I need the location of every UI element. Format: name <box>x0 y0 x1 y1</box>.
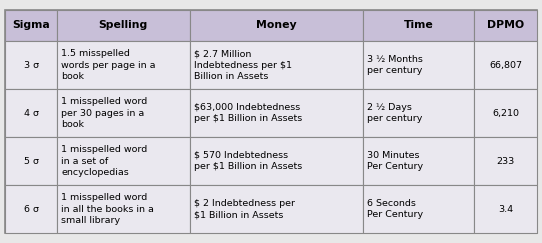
Text: 233: 233 <box>496 157 514 166</box>
Bar <box>474 10 537 41</box>
Text: 1 misspelled word
in all the books in a
small library: 1 misspelled word in all the books in a … <box>61 193 154 225</box>
Text: DPMO: DPMO <box>487 20 524 30</box>
Bar <box>474 137 537 185</box>
Bar <box>363 10 474 41</box>
Text: 1 misspelled word
per 30 pages in a
book: 1 misspelled word per 30 pages in a book <box>61 97 147 129</box>
Text: $ 2.7 Million
Indebtedness per $1
Billion in Assets: $ 2.7 Million Indebtedness per $1 Billio… <box>194 49 292 81</box>
Bar <box>190 137 363 185</box>
Bar <box>57 41 190 89</box>
Text: 6,210: 6,210 <box>492 109 519 118</box>
Bar <box>5 41 57 89</box>
Text: 3 ½ Months
per century: 3 ½ Months per century <box>367 55 423 75</box>
Text: 3.4: 3.4 <box>498 205 513 214</box>
Bar <box>57 89 190 137</box>
Bar <box>474 185 537 233</box>
Bar <box>363 89 474 137</box>
Text: Money: Money <box>256 20 296 30</box>
Bar <box>57 185 190 233</box>
Text: 66,807: 66,807 <box>489 61 522 69</box>
Text: 4 σ: 4 σ <box>24 109 38 118</box>
Text: $ 570 Indebtedness
per $1 Billion in Assets: $ 570 Indebtedness per $1 Billion in Ass… <box>194 151 302 171</box>
Text: 2 ½ Days
per century: 2 ½ Days per century <box>367 103 423 123</box>
Text: Time: Time <box>404 20 434 30</box>
Bar <box>5 137 57 185</box>
Text: 5 σ: 5 σ <box>24 157 38 166</box>
Text: Spelling: Spelling <box>99 20 148 30</box>
Bar <box>190 41 363 89</box>
Text: 6 σ: 6 σ <box>24 205 38 214</box>
Bar <box>363 185 474 233</box>
Text: 1.5 misspelled
words per page in a
book: 1.5 misspelled words per page in a book <box>61 49 156 81</box>
Bar <box>5 10 57 41</box>
Text: 30 Minutes
Per Century: 30 Minutes Per Century <box>367 151 424 171</box>
Bar <box>363 137 474 185</box>
Bar <box>5 185 57 233</box>
Bar <box>57 10 190 41</box>
Text: 3 σ: 3 σ <box>24 61 38 69</box>
Text: 1 misspelled word
in a set of
encyclopedias: 1 misspelled word in a set of encycloped… <box>61 145 147 177</box>
Bar <box>363 41 474 89</box>
Bar <box>57 137 190 185</box>
Text: $63,000 Indebtedness
per $1 Billion in Assets: $63,000 Indebtedness per $1 Billion in A… <box>194 103 302 123</box>
Text: 6 Seconds
Per Century: 6 Seconds Per Century <box>367 199 424 219</box>
Bar <box>190 10 363 41</box>
Bar <box>190 89 363 137</box>
Bar <box>474 89 537 137</box>
Text: $ 2 Indebtedness per
$1 Billion in Assets: $ 2 Indebtedness per $1 Billion in Asset… <box>194 199 295 219</box>
Bar <box>5 89 57 137</box>
Bar <box>190 185 363 233</box>
Bar <box>474 41 537 89</box>
Text: Sigma: Sigma <box>12 20 50 30</box>
